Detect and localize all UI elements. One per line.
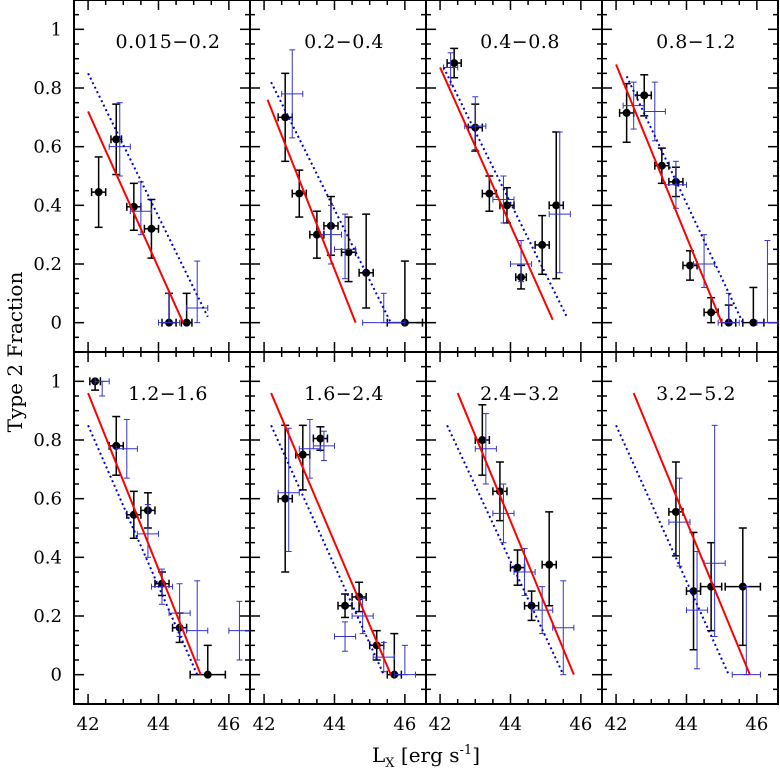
x-tick-label: 46 <box>393 714 416 735</box>
y-tick-label: 0.4 <box>33 195 62 216</box>
data-point <box>671 507 680 516</box>
reference-line <box>87 424 199 676</box>
data-point <box>485 189 494 198</box>
y-tick-label: 1 <box>51 19 62 40</box>
y-tick-label: 0.8 <box>33 78 62 99</box>
panel-5: 1.2−1.6 42 44 46 0 0.2 0.4 0.6 0.8 1 <box>33 351 251 735</box>
data-point <box>738 582 747 591</box>
panel-label: 0.4−0.8 <box>480 31 560 53</box>
panel-label: 0.015−0.2 <box>115 31 220 53</box>
x-tick-label: 44 <box>499 714 522 735</box>
data-point <box>640 91 649 100</box>
y-tick-label: 0.6 <box>33 489 62 510</box>
data-point <box>344 248 353 257</box>
x-axis-label: LX [erg s-1] <box>372 743 480 771</box>
data-point <box>298 450 307 459</box>
data-point <box>182 318 191 327</box>
x-tick-label: 46 <box>745 714 768 735</box>
data-point <box>707 308 716 317</box>
panel-8: 3.2−5.2 42 44 46 <box>601 351 779 735</box>
x-axis-label-units: [erg s <box>395 743 460 767</box>
data-point <box>657 161 666 170</box>
fit-line <box>87 392 202 676</box>
data-point <box>316 434 325 443</box>
y-axis-label: Type 2 Fraction <box>3 272 27 433</box>
data-point <box>203 670 212 679</box>
x-tick-label: 42 <box>253 714 276 735</box>
y-tick-label: 0.6 <box>33 137 62 158</box>
panel-2: 0.2−0.4 <box>249 0 427 353</box>
x-tick-label: 46 <box>569 714 592 735</box>
fit-line <box>87 111 185 324</box>
panel-label: 0.8−1.2 <box>656 31 736 53</box>
x-axis-label-close: ] <box>472 743 480 767</box>
y-tick-label: 0.2 <box>33 606 62 627</box>
fit-line <box>439 67 554 321</box>
x-axis-label-main: L <box>372 743 385 767</box>
data-point <box>478 436 487 444</box>
panel-label: 3.2−5.2 <box>656 383 736 405</box>
data-point <box>502 201 511 210</box>
panel-label: 2.4−3.2 <box>480 383 560 405</box>
y-tick-label: 0.4 <box>33 547 62 568</box>
data-point <box>686 261 694 270</box>
x-tick-label: 46 <box>217 714 240 735</box>
data-point <box>545 560 554 569</box>
reference-line <box>446 424 565 676</box>
y-tick-label: 1 <box>51 371 62 392</box>
data-point <box>538 240 547 249</box>
panels-group: 0.015−0.2 0 0.2 0.4 0.6 0.8 1 0.2−0.4 0.4−0.8 0.8… <box>33 0 779 735</box>
fit-line <box>632 392 751 676</box>
y-tick-label: 0 <box>51 313 62 334</box>
x-tick-label: 44 <box>323 714 346 735</box>
data-point <box>312 230 321 239</box>
y-tick-label: 0.8 <box>33 430 62 451</box>
reference-line <box>625 75 744 324</box>
panel-4: 0.8−1.2 <box>601 0 779 353</box>
panel-label: 1.6−2.4 <box>304 383 384 405</box>
x-tick-label: 44 <box>147 714 170 735</box>
panel-label: 1.2−1.6 <box>128 383 208 405</box>
data-point <box>622 108 631 117</box>
data-point <box>513 563 522 572</box>
data-point <box>341 601 350 610</box>
data-point <box>749 318 758 327</box>
x-tick-label: 42 <box>429 714 452 735</box>
fit-line <box>270 392 392 676</box>
data-point <box>552 201 561 210</box>
panel-7: 2.4−3.2 42 44 46 <box>425 351 603 735</box>
data-point <box>362 268 371 277</box>
data-point <box>281 494 290 503</box>
x-tick-label: 42 <box>605 714 628 735</box>
panel-3: 0.4−0.8 <box>425 0 603 353</box>
x-tick-label: 44 <box>675 714 698 735</box>
data-point <box>147 224 156 233</box>
data-point <box>94 188 103 197</box>
panel-1: 0.015−0.2 0 0.2 0.4 0.6 0.8 1 <box>33 0 251 353</box>
y-tick-label: 0 <box>51 665 62 686</box>
reference-line <box>442 67 568 318</box>
fit-line <box>266 99 357 324</box>
reference-line <box>270 424 385 676</box>
reference-line <box>87 72 209 318</box>
fit-line <box>615 64 723 324</box>
reference-line <box>615 424 730 676</box>
fit-line <box>456 392 575 676</box>
x-tick-label: 42 <box>77 714 100 735</box>
x-axis-label-sub: X <box>385 756 395 771</box>
data-point <box>689 587 698 596</box>
data-point <box>450 59 459 68</box>
data-point <box>295 189 304 198</box>
data-point <box>112 135 121 144</box>
y-tick-label: 0.2 <box>33 254 62 275</box>
panel-label: 0.2−0.4 <box>304 31 384 53</box>
panel-6: 1.6−2.4 42 44 46 <box>249 351 427 735</box>
x-axis-label-exp: -1 <box>460 743 473 758</box>
